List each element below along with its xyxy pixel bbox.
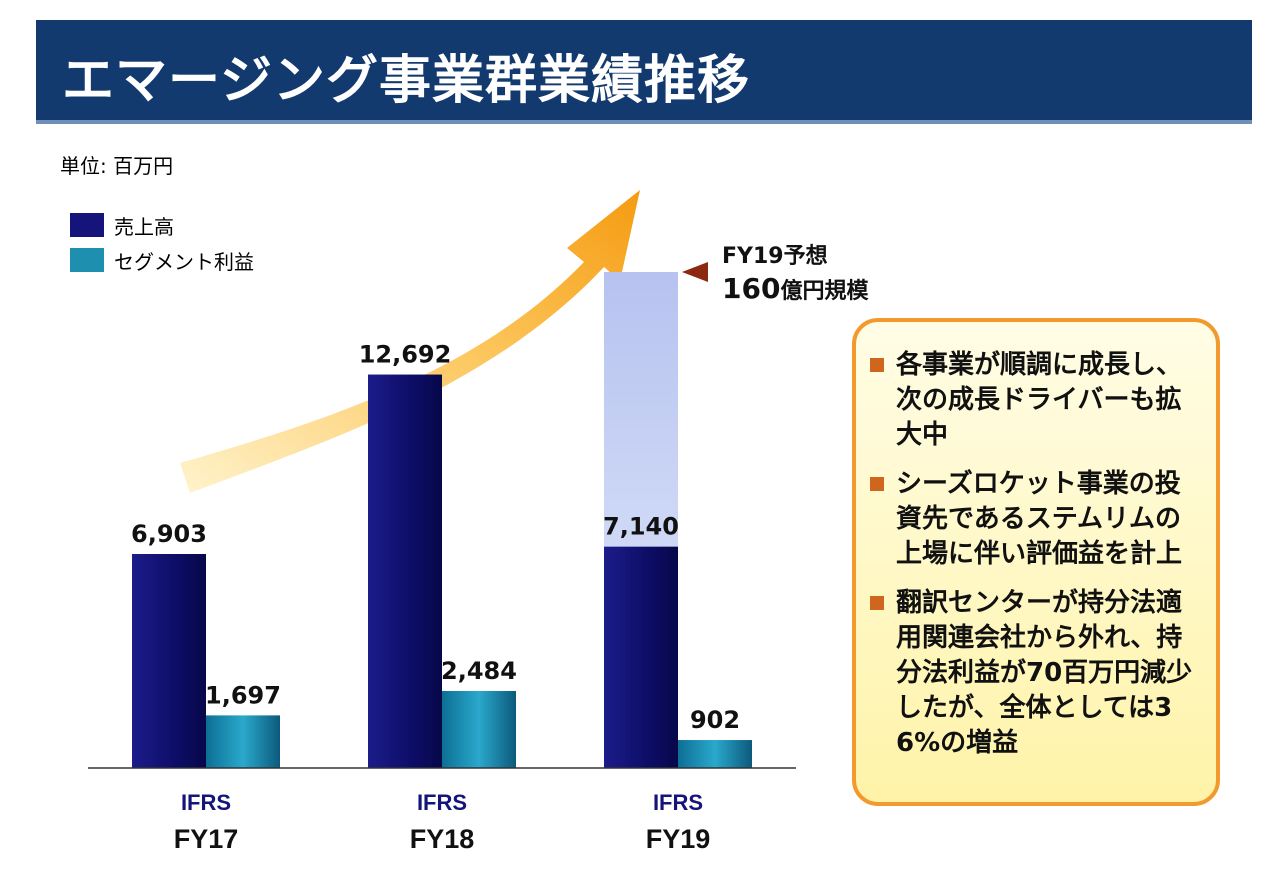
category-standard-label: IFRS <box>417 790 467 815</box>
data-label: 12,692 <box>359 341 452 369</box>
category-standard-label: IFRS <box>653 790 703 815</box>
legend-swatch-revenue <box>70 213 104 237</box>
forecast-callout: FY19予想 160億円規模 <box>722 238 868 305</box>
legend-item-profit: セグメント利益 <box>70 247 254 274</box>
note-text: 各事業が順調に成長し、次の成長ドライバーも拡大中 <box>896 350 1183 450</box>
data-label: 902 <box>690 706 740 734</box>
unit-label: 単位: 百万円 <box>60 154 174 178</box>
bar-revenue <box>368 374 442 768</box>
forecast-pointer-icon <box>682 262 708 282</box>
category-tick-label: FY19 <box>646 824 711 854</box>
note-item: シーズロケット事業の投資先であるステムリムの上場に伴い評価益を計上 <box>870 467 1200 572</box>
note-item: 各事業が順調に成長し、次の成長ドライバーも拡大中 <box>870 348 1200 453</box>
note-item: 翻訳センターが持分法適用関連会社から外れ、持分法利益が70百万円減少したが、全体… <box>870 586 1200 761</box>
category-standard-label: IFRS <box>181 790 231 815</box>
data-label: 7,140 <box>603 513 679 541</box>
note-text: 翻訳センターが持分法適用関連会社から外れ、持分法利益が70百万円減少したが、全体… <box>896 588 1193 758</box>
category-tick-label: FY17 <box>174 824 239 854</box>
bullet-square-icon <box>870 358 884 372</box>
forecast-value-suffix: 億円規模 <box>780 279 869 304</box>
bullet-square-icon <box>870 596 884 610</box>
forecast-value: 160億円規模 <box>722 272 868 305</box>
growth-arrow <box>180 190 640 493</box>
bar-profit <box>442 690 516 768</box>
legend-label-profit: セグメント利益 <box>114 249 254 274</box>
bullet-square-icon <box>870 477 884 491</box>
bar-revenue <box>604 546 678 768</box>
data-label: 6,903 <box>131 520 207 548</box>
category-tick-label: FY18 <box>410 824 475 854</box>
forecast-label: FY19予想 <box>722 244 828 269</box>
page-title: エマージング事業群業績推移 <box>62 51 750 111</box>
forecast-value-number: 160 <box>722 272 781 305</box>
legend-label-revenue: 売上高 <box>114 214 174 239</box>
data-label: 2,484 <box>441 657 517 685</box>
note-text: シーズロケット事業の投資先であるステムリムの上場に伴い評価益を計上 <box>896 469 1183 569</box>
bar-profit <box>678 740 752 768</box>
title-bar: エマージング事業群業績推移 <box>36 20 1252 124</box>
legend-swatch-profit <box>70 248 104 272</box>
legend-item-revenue: 売上高 <box>70 212 174 239</box>
bar-revenue <box>132 554 206 768</box>
bar-profit <box>206 715 280 768</box>
notes-box: 各事業が順調に成長し、次の成長ドライバーも拡大中 シーズロケット事業の投資先であ… <box>852 318 1220 806</box>
data-label: 1,697 <box>205 681 281 709</box>
